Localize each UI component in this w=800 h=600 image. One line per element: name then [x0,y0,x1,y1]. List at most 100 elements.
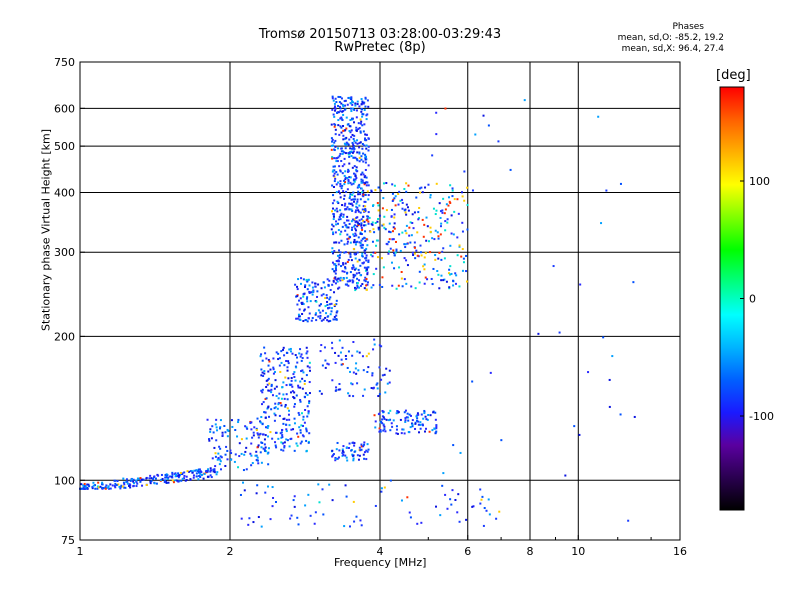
data-point [367,105,370,108]
data-point [552,265,555,268]
data-point [416,254,419,257]
data-point [149,474,152,477]
data-point [82,484,85,487]
data-point [393,267,396,270]
data-point [211,425,214,428]
data-point [436,270,439,273]
data-point [214,452,217,455]
data-point [339,152,342,155]
data-point [171,476,174,479]
data-point [365,288,368,291]
data-point [304,284,307,287]
data-point [358,259,361,262]
data-point [353,165,356,168]
data-point [303,379,306,382]
data-point [330,310,333,313]
data-point [370,253,373,256]
data-point [406,242,409,245]
data-point [150,480,153,483]
data-point [303,309,306,312]
data-point [348,162,351,165]
data-point [231,425,234,428]
data-point [409,426,412,429]
data-point [296,361,299,364]
data-point [398,190,401,193]
data-point [264,397,267,400]
data-point [128,485,131,488]
data-point [373,231,376,234]
data-point [267,364,270,367]
data-point [403,257,406,260]
data-point [346,459,349,462]
data-point [352,266,355,269]
data-point [423,263,426,266]
data-point [396,432,399,435]
data-point [155,482,158,485]
data-point [274,414,277,417]
data-point [366,181,369,184]
data-point [440,222,443,225]
data-point [195,475,198,478]
data-point [356,286,359,289]
data-point [459,451,462,454]
data-point [288,445,291,448]
data-point [346,366,349,369]
data-point [189,478,192,481]
data-point [370,190,373,193]
data-point [440,279,443,282]
data-point [307,317,310,320]
data-point [447,196,450,199]
data-point [439,210,442,213]
data-point [339,196,342,199]
data-point [352,233,355,236]
data-point [175,473,178,476]
data-point [360,233,363,236]
data-point [285,359,288,362]
data-point [353,147,356,150]
data-point [330,123,333,126]
data-point [293,505,296,508]
colorbar-tick-label: 0 [749,293,756,306]
data-point [384,228,387,231]
data-point [213,471,216,474]
data-point [282,393,285,396]
data-point [123,483,126,486]
data-point [429,226,432,229]
data-point [334,177,337,180]
data-point [216,429,219,432]
data-point [448,268,451,271]
data-point [278,392,281,395]
data-point [340,212,343,215]
data-point [277,403,280,406]
data-point [132,480,135,483]
data-point [356,260,359,263]
data-point [113,484,116,487]
data-point [341,363,344,366]
data-point [347,170,350,173]
data-point [440,274,443,277]
data-point [462,261,465,264]
data-point [293,376,296,379]
data-point [296,285,299,288]
data-point [337,222,340,225]
data-point [395,240,398,243]
data-point [416,231,419,234]
data-point [80,483,83,486]
data-point [405,224,408,227]
data-point [280,441,283,444]
data-point [414,427,417,430]
data-point [374,420,377,423]
data-point [348,176,351,179]
data-point [382,197,385,200]
data-point [333,172,336,175]
data-point [169,475,172,478]
data-point [355,362,358,365]
data-point [347,219,350,222]
data-point [348,208,351,211]
data-point [302,424,305,427]
data-point [364,97,367,100]
data-point [389,479,392,482]
data-point [192,476,195,479]
data-point [355,234,358,237]
data-point [363,123,366,126]
